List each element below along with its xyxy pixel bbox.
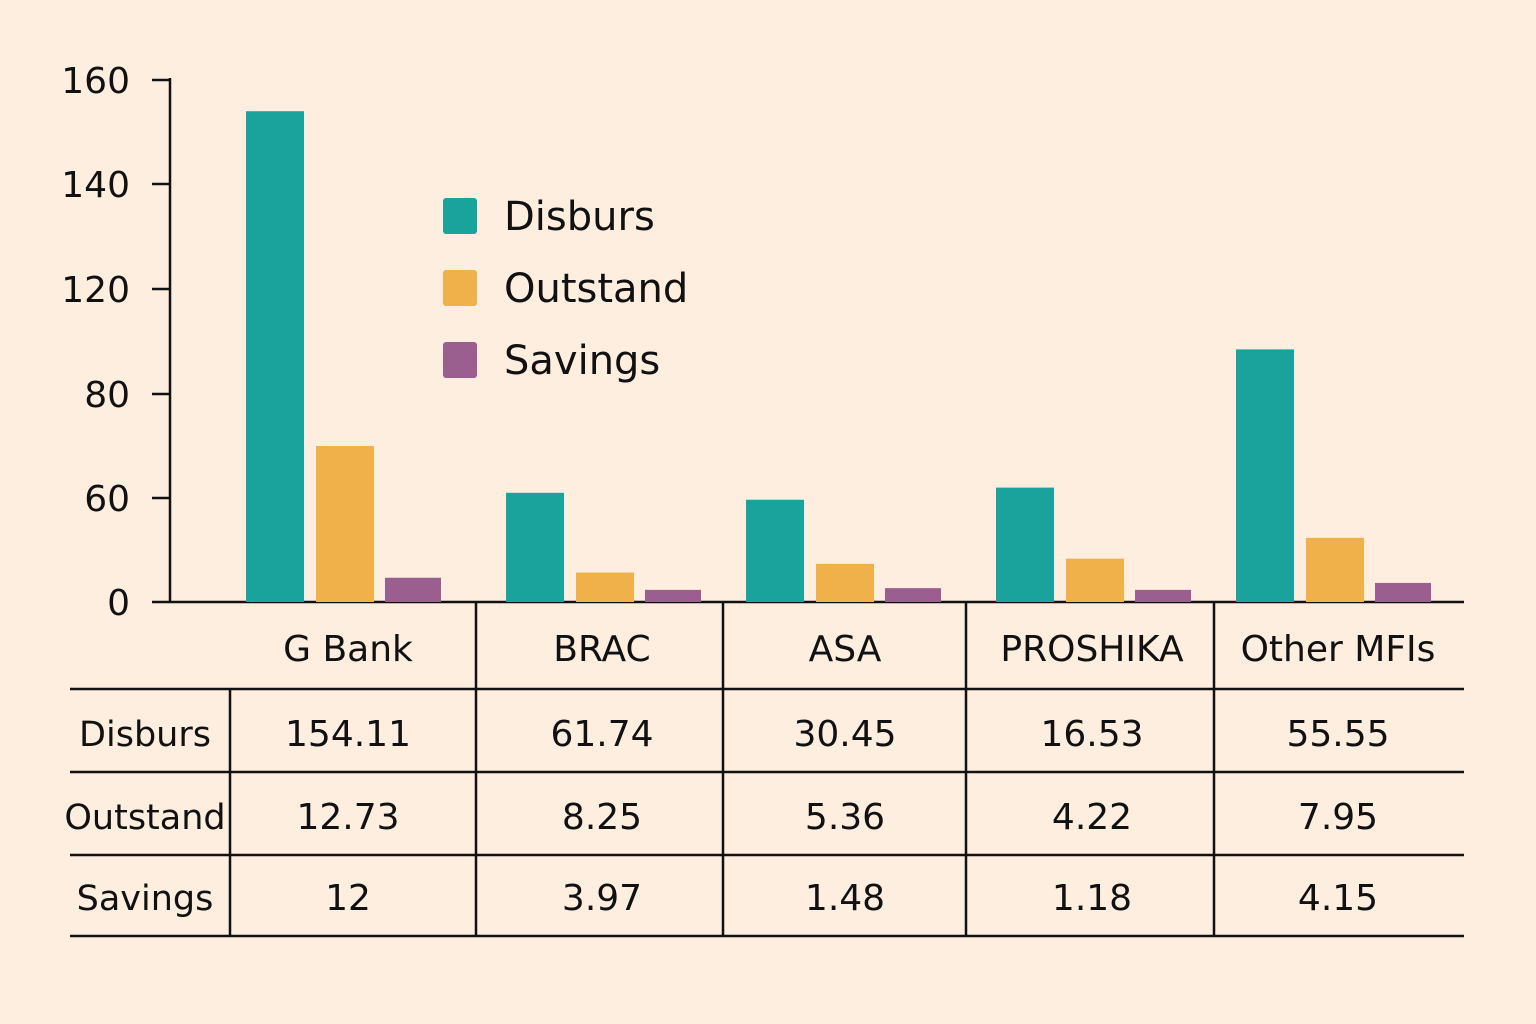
legend-label-disburs: Disburs: [504, 194, 655, 240]
legend: Disburs Outstand Savings: [443, 194, 688, 384]
y-tick-label: 160: [61, 61, 130, 102]
table-cell: 4.22: [1052, 797, 1132, 838]
y-tick-label: 120: [61, 270, 130, 311]
bar-savings-asa: [885, 588, 941, 602]
bar-disburs-asa: [746, 499, 804, 602]
bar-disburs-proshika: [996, 487, 1054, 602]
y-tick-label: 60: [84, 479, 130, 520]
y-tick-label: 80: [84, 375, 130, 416]
bar-savings-other-mfis: [1375, 582, 1431, 602]
table-cell: 1.48: [805, 878, 885, 919]
data-table: G Bank BRAC ASA PROSHIKA Other MFIs Disburs 15…: [64, 602, 1464, 938]
bar-outstand-other-mfis: [1306, 537, 1364, 602]
bar-savings-brac: [645, 589, 701, 602]
y-tick-label: 0: [107, 583, 130, 624]
bar-outstand-g-bank: [316, 446, 374, 602]
bar-disburs-g-bank: [246, 111, 304, 602]
table-cell: 12: [325, 878, 371, 919]
legend-swatch-savings: [443, 342, 477, 378]
bar-savings-proshika: [1135, 589, 1191, 602]
table-row-header-savings: Savings: [77, 879, 214, 919]
bar-outstand-asa: [816, 563, 874, 602]
bar-disburs-brac: [506, 492, 564, 602]
bar-disburs-other-mfis: [1236, 349, 1294, 602]
table-row-header-disburs: Disburs: [79, 715, 211, 755]
legend-label-savings: Savings: [504, 338, 660, 384]
bar-savings-g-bank: [385, 577, 441, 602]
legend-swatch-outstand: [443, 270, 477, 306]
table-row-header-outstand: Outstand: [64, 798, 225, 838]
table-cell: 1.18: [1052, 878, 1132, 919]
x-category-label: G Bank: [283, 629, 413, 670]
table-cell: 16.53: [1040, 714, 1143, 755]
table-cell: 7.95: [1298, 797, 1378, 838]
table-cell: 154.11: [285, 714, 411, 755]
table-cell: 12.73: [296, 797, 399, 838]
table-cell: 30.45: [793, 714, 896, 755]
bars: [246, 111, 1431, 602]
x-category-label: PROSHIKA: [1000, 629, 1184, 670]
x-category-label: Other MFIs: [1241, 629, 1436, 670]
legend-label-outstand: Outstand: [504, 266, 688, 312]
table-cell: 5.36: [805, 797, 885, 838]
y-tick-label: 140: [61, 165, 130, 206]
x-category-label: ASA: [809, 629, 882, 670]
table-cell: 3.97: [562, 878, 642, 919]
x-category-label: BRAC: [553, 629, 650, 670]
table-cell: 61.74: [550, 714, 653, 755]
legend-swatch-disburs: [443, 198, 477, 234]
bar-outstand-proshika: [1066, 558, 1124, 602]
bar-outstand-brac: [576, 572, 634, 602]
table-cell: 4.15: [1298, 878, 1378, 919]
table-cell: 8.25: [562, 797, 642, 838]
table-cell: 55.55: [1286, 714, 1389, 755]
